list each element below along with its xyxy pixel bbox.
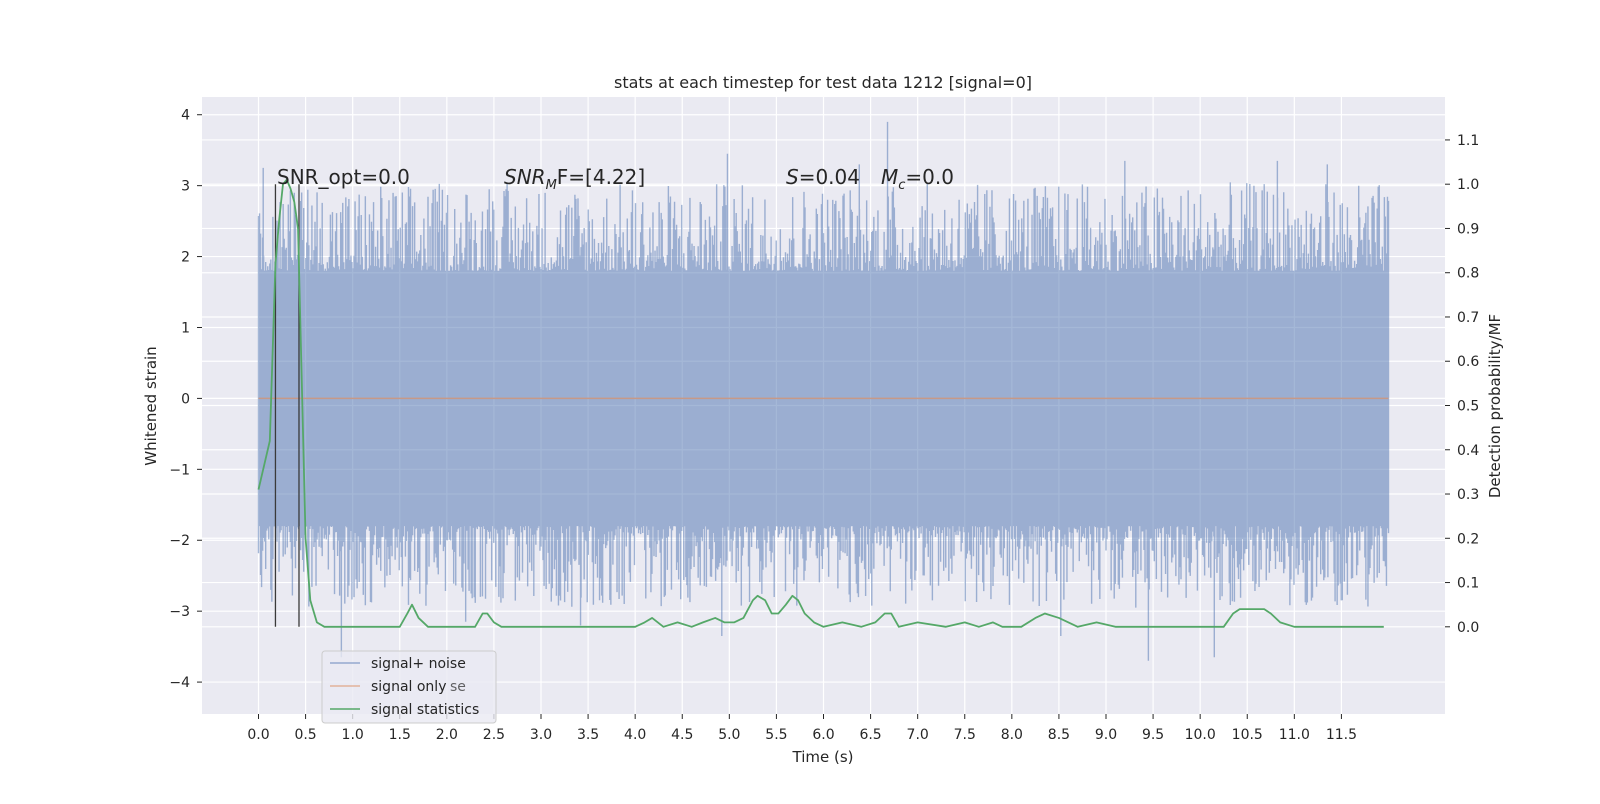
x-tick-label: 5.0 [718,727,740,743]
y-left-tick-label: 1 [181,320,190,336]
legend-label-signal-statistics: signal statistics [371,702,479,718]
y-axis-label-right: Detection probability/MF [1486,314,1504,498]
x-tick-label: 2.0 [436,727,458,743]
x-tick-label: 8.0 [1001,727,1023,743]
x-tick-label: 11.0 [1279,727,1310,743]
y-right-tick-label: 1.0 [1457,177,1479,193]
x-tick-label: 7.5 [954,727,976,743]
x-tick-label: 7.0 [907,727,929,743]
y-left-tick-label: −3 [169,604,190,620]
x-tick-label: 9.0 [1095,727,1117,743]
x-tick-label: 6.0 [812,727,834,743]
x-tick-label: 5.5 [765,727,787,743]
y-right-tick-label: 0.8 [1457,266,1479,282]
y-left-tick-label: 2 [181,250,190,266]
chart-title: stats at each timestep for test data 121… [614,73,1032,92]
x-tick-label: 9.5 [1142,727,1164,743]
y-right-tick-label: 0.1 [1457,576,1479,592]
y-right-tick-label: 0.0 [1457,620,1479,636]
x-tick-label: 1.5 [389,727,411,743]
x-tick-label: 0.0 [247,727,269,743]
series-signal-statistics [257,178,1384,628]
legend-box [321,650,497,724]
x-tick-label: 6.5 [859,727,881,743]
legend-label-signal-noise: signal+ noise [371,656,466,672]
y-left-tick-label: 4 [181,108,190,124]
y-right-tick-label: 0.6 [1457,354,1479,370]
y-right-tick-label: 0.9 [1457,221,1479,237]
annotation-snr-mf: SNRMF=[4.22] [504,165,645,193]
data-series [257,121,1390,661]
annotation-mc: Mc=0.0 [881,165,954,193]
x-tick-label: 8.5 [1048,727,1070,743]
legend: se signal+ noise signal only signal stat… [321,650,497,724]
annotation-s: S=0.04 [786,165,860,189]
x-tick-label: 3.5 [577,727,599,743]
y-left-tick-label: 0 [181,391,190,407]
x-tick-label: 4.5 [671,727,693,743]
x-tick-label: 10.0 [1185,727,1216,743]
y-right-tick-label: 0.4 [1457,443,1479,459]
y-left-tick-label: −4 [169,675,190,691]
x-axis-label: Time (s) [792,748,854,766]
x-tick-label: 3.0 [530,727,552,743]
tick-labels: 0.0 0.5 1.0 1.5 2.0 2.5 3.0 3.5 4.0 4.5 5.0 5.5 6.0 6… [169,108,1479,743]
legend-overlap-text: se [450,679,466,695]
x-tick-label: 11.5 [1326,727,1357,743]
x-tick-label: 4.0 [624,727,646,743]
y-right-tick-label: 0.2 [1457,531,1479,547]
legend-label-signal-only: signal only [371,679,446,695]
y-right-tick-label: 0.3 [1457,487,1479,503]
y-right-tick-label: 0.5 [1457,399,1479,415]
y-right-tick-label: 0.7 [1457,310,1479,326]
x-tick-label: 1.0 [342,727,364,743]
y-left-tick-label: −1 [169,462,190,478]
annotation-snr-opt: SNR_opt=0.0 [277,165,410,189]
x-tick-label: 2.5 [483,727,505,743]
y-left-tick-label: 3 [181,179,190,195]
y-axis-label-left: Whitened strain [142,346,160,465]
y-right-tick-label: 1.1 [1457,133,1479,149]
y-left-tick-label: −2 [169,533,190,549]
x-tick-label: 0.5 [294,727,316,743]
x-tick-label: 10.5 [1232,727,1263,743]
marker-lines [257,178,1384,628]
